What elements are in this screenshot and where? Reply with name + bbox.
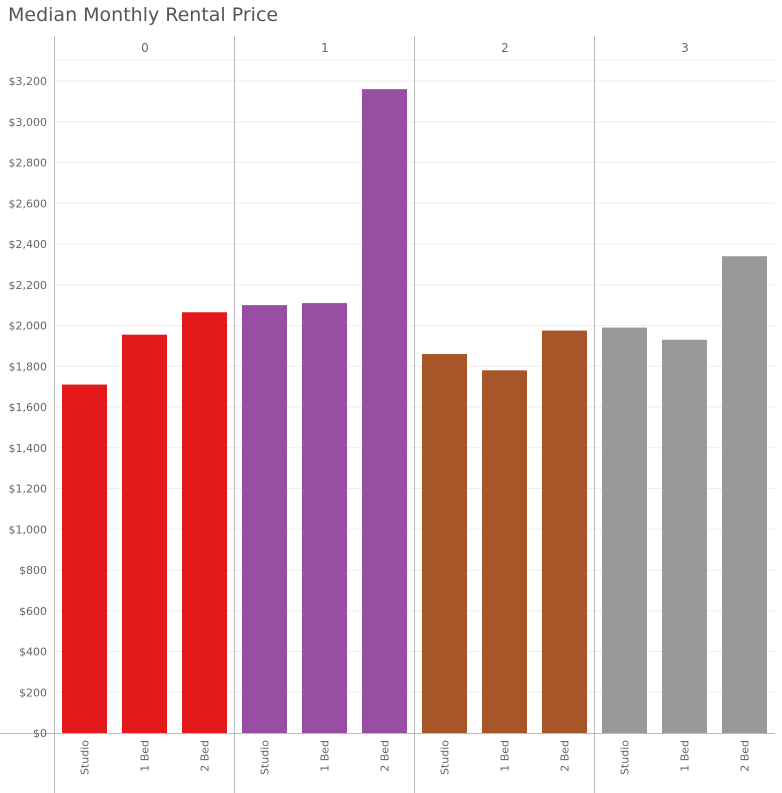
bar-0-1-bed[interactable] [122,334,167,733]
y-tick-label: $3,000 [9,116,48,129]
bar-3-2-bed[interactable] [722,256,767,733]
y-tick-label: $1,200 [9,483,48,496]
y-tick-label: $1,600 [9,401,48,414]
x-tick-label: 1 Bed [679,740,692,772]
bar-0-studio[interactable] [62,384,107,733]
panel-headers: 0 1 2 3 [141,41,689,55]
y-tick-label: $3,200 [9,75,48,88]
y-tick-label: $800 [19,564,47,577]
y-tick-label: $600 [19,605,47,618]
chart-frame [0,36,775,793]
y-tick-label: $2,400 [9,238,48,251]
y-tick-label: $2,800 [9,157,48,170]
x-tick-label: Studio [619,740,632,775]
y-tick-label: $1,800 [9,360,48,373]
y-tick-label: $200 [19,686,47,699]
x-tick-label: 2 Bed [199,740,212,772]
y-tick-label: $2,600 [9,197,48,210]
bar-1-2-bed[interactable] [362,89,407,733]
y-axis: $0 $200 $400 $600 $800 $1,000 $1,200 $1,400 $1,6… [9,75,48,740]
x-tick-label: Studio [259,740,272,775]
bar-1-studio[interactable] [242,305,287,733]
panel-header-2: 2 [501,41,509,55]
y-tick-label: $400 [19,646,47,659]
x-axis: Studio 1 Bed 2 Bed Studio 1 Bed 2 Bed Studio 1 … [79,740,752,775]
panel-header-1: 1 [321,41,329,55]
bar-2-2-bed[interactable] [542,330,587,733]
bar-2-studio[interactable] [422,354,467,733]
bar-1-1-bed[interactable] [302,303,347,733]
panel-header-0: 0 [141,41,149,55]
y-tick-label: $2,200 [9,279,48,292]
x-tick-label: Studio [79,740,92,775]
x-tick-label: 2 Bed [559,740,572,772]
x-tick-label: 2 Bed [739,740,752,772]
chart-title: Median Monthly Rental Price [8,4,279,26]
bar-2-1-bed[interactable] [482,370,527,733]
y-tick-label: $2,000 [9,320,48,333]
y-tick-label: $0 [33,727,47,740]
panel-header-3: 3 [681,41,689,55]
y-tick-label: $1,000 [9,523,48,536]
bars [62,89,767,733]
y-tick-label: $1,400 [9,442,48,455]
bar-3-1-bed[interactable] [662,339,707,733]
bar-3-studio[interactable] [602,327,647,733]
x-tick-label: 1 Bed [499,740,512,772]
bar-0-2-bed[interactable] [182,312,227,733]
x-tick-label: 1 Bed [319,740,332,772]
x-tick-label: 2 Bed [379,740,392,772]
x-tick-label: 1 Bed [139,740,152,772]
x-tick-label: Studio [439,740,452,775]
